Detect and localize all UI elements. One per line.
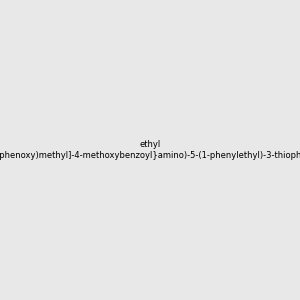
Text: ethyl 2-({3-[(2-bromophenoxy)methyl]-4-methoxybenzoyl}amino)-5-(1-phenylethyl)-3: ethyl 2-({3-[(2-bromophenoxy)methyl]-4-m… <box>0 140 300 160</box>
